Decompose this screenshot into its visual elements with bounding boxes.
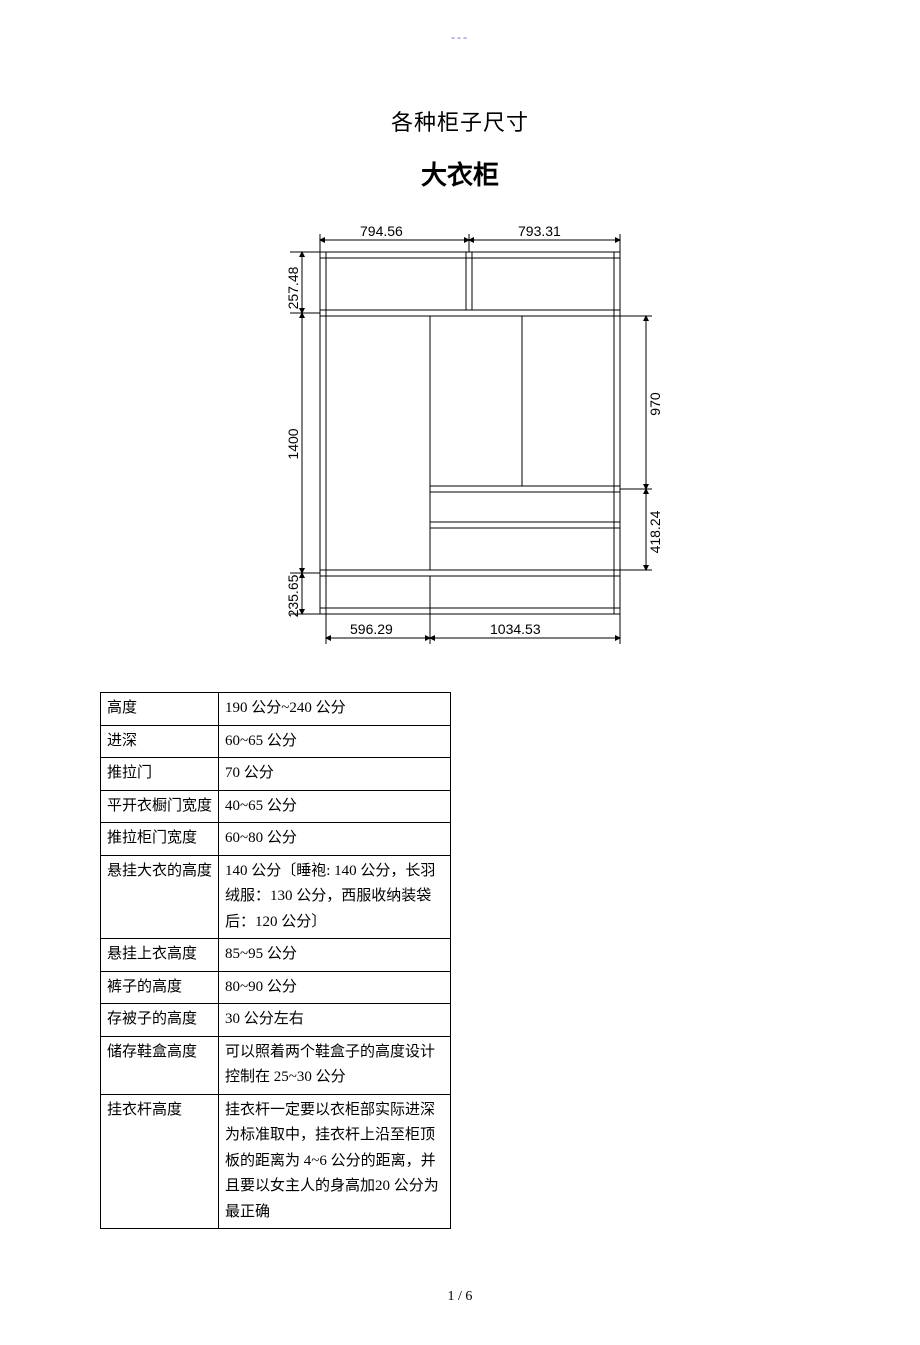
section-title: 大衣柜 xyxy=(100,155,820,192)
spec-key: 悬挂上衣高度 xyxy=(101,939,219,972)
spec-key: 挂衣杆高度 xyxy=(101,1094,219,1229)
spec-value: 140 公分〔睡袍: 140 公分，长羽绒服：130 公分，西服收纳装袋后：12… xyxy=(219,855,451,939)
spec-key: 高度 xyxy=(101,693,219,726)
spec-value: 85~95 公分 xyxy=(219,939,451,972)
spec-key: 悬挂大衣的高度 xyxy=(101,855,219,939)
spec-value: 70 公分 xyxy=(219,758,451,791)
table-row: 裤子的高度80~90 公分 xyxy=(101,971,451,1004)
spec-key: 裤子的高度 xyxy=(101,971,219,1004)
spec-value: 30 公分左右 xyxy=(219,1004,451,1037)
dim-right-upper: 970 xyxy=(647,392,663,416)
dim-top-right: 793.31 xyxy=(518,223,561,239)
table-row: 平开衣橱门宽度40~65 公分 xyxy=(101,790,451,823)
page-title: 各种柜子尺寸 xyxy=(100,105,820,137)
table-row: 推拉柜门宽度60~80 公分 xyxy=(101,823,451,856)
spec-key: 存被子的高度 xyxy=(101,1004,219,1037)
spec-value: 60~80 公分 xyxy=(219,823,451,856)
spec-value: 40~65 公分 xyxy=(219,790,451,823)
table-row: 进深60~65 公分 xyxy=(101,725,451,758)
spec-table: 高度190 公分~240 公分进深60~65 公分推拉门70 公分平开衣橱门宽度… xyxy=(100,692,451,1229)
dim-top-left: 794.56 xyxy=(360,223,403,239)
diagram-container: 794.56 793.31 257.48 1400 235.65 970 418… xyxy=(100,222,820,662)
spec-key: 进深 xyxy=(101,725,219,758)
table-row: 悬挂大衣的高度140 公分〔睡袍: 140 公分，长羽绒服：130 公分，西服收… xyxy=(101,855,451,939)
dim-left-lower: 235.65 xyxy=(285,574,301,617)
spec-key: 推拉柜门宽度 xyxy=(101,823,219,856)
dim-right-lower: 418.24 xyxy=(647,510,663,553)
page: --- 各种柜子尺寸 大衣柜 xyxy=(0,0,920,1345)
spec-value: 190 公分~240 公分 xyxy=(219,693,451,726)
spec-value: 60~65 公分 xyxy=(219,725,451,758)
table-row: 悬挂上衣高度85~95 公分 xyxy=(101,939,451,972)
spec-key: 推拉门 xyxy=(101,758,219,791)
spec-key: 储存鞋盒高度 xyxy=(101,1036,219,1094)
wardrobe-diagram: 794.56 793.31 257.48 1400 235.65 970 418… xyxy=(250,222,670,662)
header-hyphens: --- xyxy=(100,30,820,45)
spec-key: 平开衣橱门宽度 xyxy=(101,790,219,823)
dim-left-upper: 257.48 xyxy=(285,266,301,309)
table-row: 储存鞋盒高度可以照着两个鞋盒子的高度设计控制在 25~30 公分 xyxy=(101,1036,451,1094)
table-row: 存被子的高度30 公分左右 xyxy=(101,1004,451,1037)
spec-value: 挂衣杆一定要以衣柜部实际进深为标准取中，挂衣杆上沿至柜顶板的距离为 4~6 公分… xyxy=(219,1094,451,1229)
spec-value: 80~90 公分 xyxy=(219,971,451,1004)
spec-value: 可以照着两个鞋盒子的高度设计控制在 25~30 公分 xyxy=(219,1036,451,1094)
table-row: 推拉门70 公分 xyxy=(101,758,451,791)
dim-bottom-left: 596.29 xyxy=(350,621,393,637)
dim-left-mid: 1400 xyxy=(285,428,301,459)
table-row: 挂衣杆高度挂衣杆一定要以衣柜部实际进深为标准取中，挂衣杆上沿至柜顶板的距离为 4… xyxy=(101,1094,451,1229)
table-row: 高度190 公分~240 公分 xyxy=(101,693,451,726)
page-footer: 1 / 6 xyxy=(100,1289,820,1305)
dim-bottom-right: 1034.53 xyxy=(490,621,541,637)
